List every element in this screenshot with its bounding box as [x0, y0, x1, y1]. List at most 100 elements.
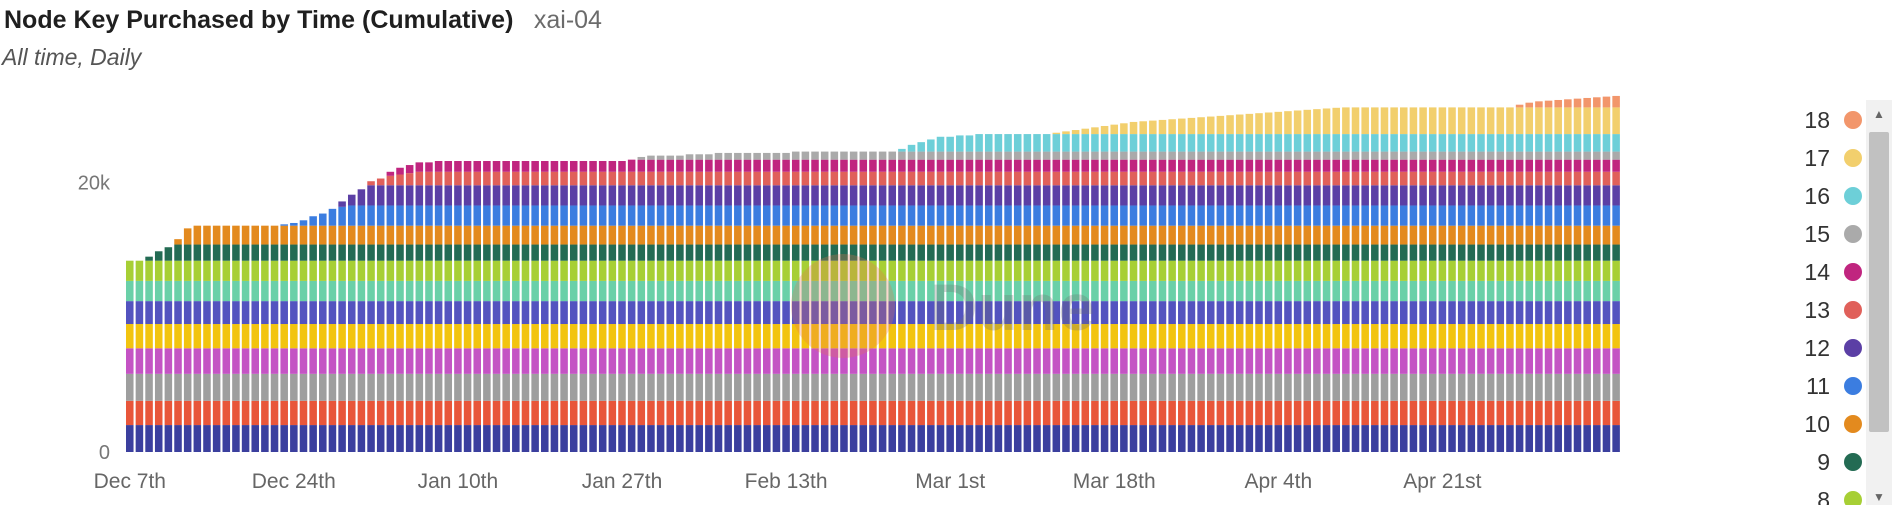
bar-segment-series-12: [473, 185, 481, 206]
bar-segment-series-17: [1187, 117, 1196, 135]
legend-item-12[interactable]: 12: [1778, 333, 1868, 363]
bar-segment-series-2: [801, 400, 810, 426]
bar-segment-series-2: [1274, 400, 1283, 426]
bar-segment-series-4: [290, 348, 298, 374]
bar-segment-series-6: [1457, 301, 1466, 325]
bar-segment-series-14: [386, 171, 395, 176]
bar-segment-series-10: [1303, 225, 1312, 245]
legend-item-14[interactable]: 14: [1778, 257, 1868, 287]
bar-segment-series-14: [1187, 159, 1196, 172]
bar-segment-series-1: [579, 425, 588, 452]
bar-segment-series-9: [830, 244, 839, 261]
bar-segment-series-9: [280, 244, 288, 261]
bar-segment-series-13: [1091, 171, 1099, 186]
bar-segment-series-1: [801, 425, 810, 452]
bar-segment-series-7: [946, 280, 954, 302]
bar-segment-series-4: [840, 348, 848, 374]
bar-segment-series-4: [869, 348, 877, 374]
bar-segment-series-10: [222, 225, 231, 245]
legend-item-16[interactable]: 16: [1778, 181, 1868, 211]
bar-segment-series-13: [1515, 171, 1524, 186]
bar-segment-series-13: [579, 171, 588, 186]
bar-segment-series-2: [1168, 400, 1176, 426]
bar-segment-series-6: [405, 301, 414, 325]
legend-scrollbar[interactable]: ▲ ▼: [1866, 100, 1892, 505]
bar-segment-series-4: [1255, 348, 1263, 374]
bar-segment-series-8: [1593, 260, 1601, 281]
bar-segment-series-1: [1303, 425, 1312, 452]
bar-segment-series-13: [1110, 171, 1118, 186]
bar-segment-series-6: [907, 301, 916, 325]
bar-segment-series-8: [560, 260, 568, 281]
bar-segment-series-15: [1052, 151, 1061, 160]
bar-segment-series-10: [1602, 225, 1611, 245]
bar-segment-series-3: [1457, 373, 1466, 401]
bar-segment-series-3: [753, 373, 761, 401]
bar-segment-series-10: [1361, 225, 1369, 245]
bar-segment-series-8: [492, 260, 501, 281]
bar-segment-series-13: [454, 171, 462, 186]
bar-segment-series-4: [965, 348, 974, 374]
bar-segment-series-2: [338, 400, 346, 426]
bar-segment-series-15: [1004, 151, 1012, 160]
bar-segment-series-1: [898, 425, 906, 452]
bar-segment-series-10: [1525, 225, 1534, 245]
bar-segment-series-1: [386, 425, 395, 452]
bar-segment-series-4: [212, 348, 221, 374]
bar-segment-series-14: [946, 159, 954, 172]
bar-segment-series-1: [126, 425, 134, 452]
bar-segment-series-1: [627, 425, 636, 452]
bar-segment-series-8: [154, 260, 163, 281]
bar-segment-series-1: [608, 425, 617, 452]
bar-segment-series-11: [502, 205, 510, 226]
bar-segment-series-17: [1255, 113, 1263, 135]
bar-segment-series-8: [888, 260, 897, 281]
x-tick-label: Feb 13th: [745, 470, 828, 493]
bar-segment-series-11: [1129, 205, 1138, 226]
bar-segment-series-2: [1506, 400, 1514, 426]
bar-segment-series-7: [637, 280, 646, 302]
bar-segment-series-1: [425, 425, 433, 452]
x-tick-label: Mar 1st: [915, 470, 985, 493]
bar-segment-series-2: [1284, 400, 1292, 426]
bar-segment-series-14: [492, 161, 501, 172]
bar-segment-series-11: [898, 205, 906, 226]
legend-item-18[interactable]: 18: [1778, 105, 1868, 135]
legend-label: 17: [1804, 145, 1830, 171]
bar-segment-series-7: [734, 280, 742, 302]
bar-segment-series-8: [1139, 260, 1147, 281]
bar-segment-series-4: [1457, 348, 1466, 374]
bar-segment-series-9: [1428, 244, 1437, 261]
bar-segment-series-7: [454, 280, 462, 302]
bar-segment-series-13: [1023, 171, 1032, 186]
legend-item-17[interactable]: 17: [1778, 143, 1868, 173]
bar-segment-series-5: [791, 324, 800, 349]
legend-item-9[interactable]: 9: [1778, 447, 1868, 477]
bar-segment-series-9: [627, 244, 636, 261]
bar-segment-series-4: [743, 348, 752, 374]
bar-segment-series-8: [1303, 260, 1312, 281]
bar-segment-series-7: [1226, 280, 1234, 302]
bar-segment-series-1: [174, 425, 182, 452]
bar-segment-series-11: [1071, 205, 1080, 226]
legend-item-15[interactable]: 15: [1778, 219, 1868, 249]
bar-segment-series-7: [492, 280, 501, 302]
bar-segment-series-5: [569, 324, 578, 349]
legend-item-13[interactable]: 13: [1778, 295, 1868, 325]
bar-segment-series-2: [1583, 400, 1591, 426]
bar-segment-series-9: [811, 244, 819, 261]
legend-item-11[interactable]: 11: [1778, 371, 1868, 401]
scroll-up-icon[interactable]: ▲: [1873, 107, 1885, 121]
query-name[interactable]: xai-04: [533, 6, 602, 34]
legend-item-10[interactable]: 10: [1778, 409, 1868, 439]
bar-segment-series-8: [618, 260, 626, 281]
legend-item-8[interactable]: 8: [1778, 485, 1868, 505]
bar-segment-series-14: [1245, 159, 1254, 172]
scroll-down-icon[interactable]: ▼: [1873, 490, 1885, 504]
bar-segment-series-9: [763, 244, 771, 261]
scroll-thumb[interactable]: [1869, 132, 1889, 432]
bar-segment-series-12: [1448, 185, 1456, 206]
bar-segment-series-3: [396, 373, 404, 401]
bar-segment-series-2: [598, 400, 607, 426]
bar-segment-series-12: [1303, 185, 1312, 206]
